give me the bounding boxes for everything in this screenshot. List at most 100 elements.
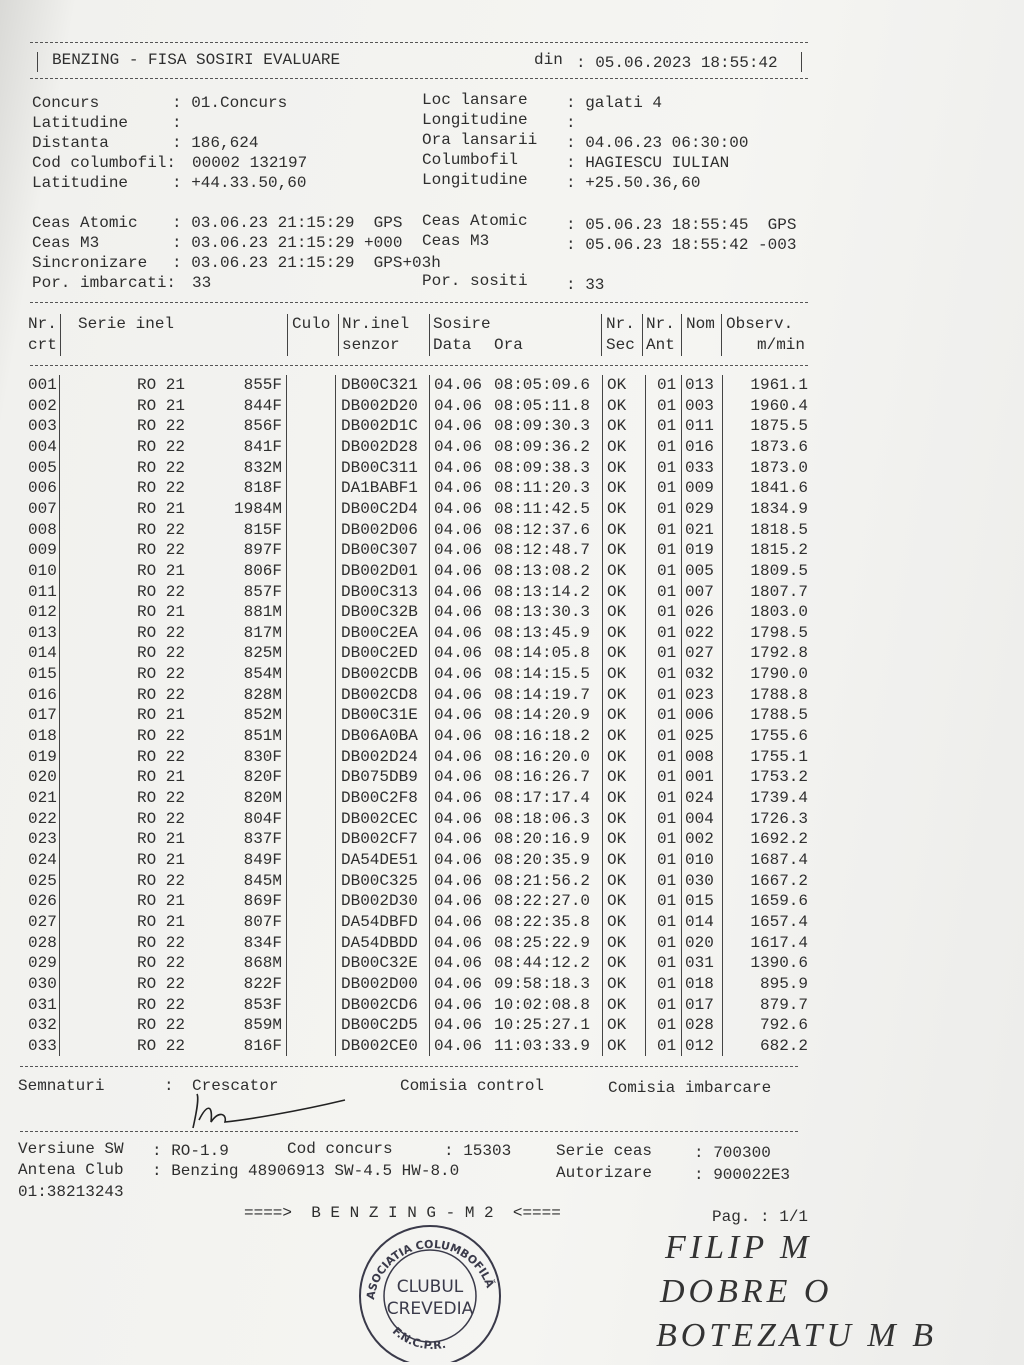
cell: 08:13:08.2 <box>494 561 591 580</box>
field-label: Ceas Atomic <box>422 212 528 230</box>
field-label: Distanta <box>32 134 109 152</box>
cell: RO 22 <box>137 479 186 498</box>
cell: OK <box>607 623 627 642</box>
cell: 04.06 <box>434 376 483 394</box>
cell: 04.06 <box>434 727 483 746</box>
cell: RO 22 <box>137 974 186 993</box>
cell: 1667.2 <box>750 871 808 890</box>
cell: 1873.0 <box>750 458 808 477</box>
cell: 017 <box>685 995 714 1014</box>
cell: DA1BABF1 <box>341 479 418 498</box>
column-header: Sec <box>606 336 635 354</box>
cell: 04.06 <box>434 706 483 725</box>
cell: 1961.1 <box>750 376 808 394</box>
column-divider <box>59 375 60 1056</box>
cell: 04.06 <box>434 603 483 622</box>
cell: 08:14:20.9 <box>494 706 591 725</box>
cell: 895.9 <box>759 974 808 993</box>
cell: 019 <box>28 747 57 766</box>
cell: 841F <box>243 437 282 456</box>
clock-value: : 700300 <box>694 1144 771 1162</box>
cell: OK <box>607 789 627 807</box>
cell: 08:13:14.2 <box>494 582 591 601</box>
cell: DB002CF7 <box>341 830 418 849</box>
cell: 015 <box>28 665 57 684</box>
column-header: Nom <box>686 315 715 333</box>
cell: OK <box>607 768 627 787</box>
cell: 04.06 <box>434 995 483 1014</box>
cell: 026 <box>28 892 57 911</box>
cell: 013 <box>685 376 714 394</box>
field-label: Sincronizare <box>32 254 148 272</box>
cell: 01 <box>657 396 677 415</box>
cell: 04.06 <box>434 1036 483 1055</box>
cell: RO 22 <box>137 747 186 766</box>
cell: 08:11:20.3 <box>494 479 591 498</box>
cell: 04.06 <box>434 1016 483 1035</box>
cell: 08:13:45.9 <box>494 623 591 642</box>
auth-label: Autorizare <box>556 1164 653 1182</box>
cell: 01 <box>657 871 677 890</box>
cell: 04.06 <box>434 623 483 642</box>
cell: 04.06 <box>434 809 483 828</box>
cell: 021 <box>685 520 714 539</box>
column-divider <box>335 375 336 1056</box>
cell: OK <box>607 871 627 890</box>
cell: 028 <box>685 1016 714 1035</box>
cell: OK <box>607 830 627 849</box>
cell: RO 21 <box>137 912 186 931</box>
cell: DA54DBDD <box>341 933 418 952</box>
cell: 019 <box>685 541 714 560</box>
cell: 01 <box>657 644 677 663</box>
clock-label: Serie ceas <box>556 1142 653 1160</box>
rule <box>30 42 808 43</box>
cell: DB002CD6 <box>341 995 418 1014</box>
cell: 806F <box>243 561 282 580</box>
cell: DB00C2ED <box>341 644 418 663</box>
field-label: Cod columbofil: <box>32 154 177 172</box>
cell: RO 21 <box>137 850 186 869</box>
cell: 832M <box>243 458 282 477</box>
cell: 859M <box>243 1016 282 1035</box>
cell: 01 <box>657 665 677 684</box>
cell: RO 22 <box>137 1036 186 1055</box>
field-value: : <box>566 114 576 132</box>
cell: 04.06 <box>434 830 483 849</box>
cell: 08:09:36.2 <box>494 437 591 456</box>
cell: DB002CEC <box>341 809 418 828</box>
cell: 1807.7 <box>750 582 808 601</box>
column-header: Sosire <box>433 315 491 333</box>
cell: OK <box>607 665 627 684</box>
cell: 006 <box>685 706 714 725</box>
column-header: Serie inel <box>78 315 175 333</box>
field-label: Longitudine <box>422 111 528 129</box>
field-value: : 186,624 <box>172 134 259 152</box>
cell: 682.2 <box>759 1036 808 1055</box>
cell: 04.06 <box>434 541 483 560</box>
cell: 851M <box>243 727 282 746</box>
cell: RO 21 <box>137 561 186 580</box>
field-value: : <box>172 114 182 132</box>
column-divider <box>601 314 602 356</box>
cell: 023 <box>28 830 57 849</box>
cell: 855F <box>243 376 282 394</box>
column-header: crt <box>28 336 57 354</box>
cell: 897F <box>243 541 282 560</box>
cell: 031 <box>685 954 714 973</box>
cell: 08:16:26.7 <box>494 768 591 787</box>
code-label: Cod concurs <box>287 1140 393 1158</box>
cell: DB06A0BA <box>341 727 418 746</box>
field-label: Ceas M3 <box>32 234 100 252</box>
cell: 820F <box>243 768 282 787</box>
cell: OK <box>607 541 627 560</box>
cell: 04.06 <box>434 912 483 931</box>
cell: 825M <box>243 644 282 663</box>
rule <box>20 1131 798 1132</box>
cell: 001 <box>28 376 57 394</box>
stamp: ASOCIATIA COLUMBOFILĂ DÂMBOVIȚA F.N.C.P.… <box>352 1222 501 1362</box>
column-divider <box>722 375 723 1056</box>
cell: RO 21 <box>137 603 186 622</box>
sig-boarding: Comisia imbarcare <box>608 1079 772 1097</box>
cell: 032 <box>28 1016 57 1035</box>
cell: OK <box>607 1016 627 1035</box>
